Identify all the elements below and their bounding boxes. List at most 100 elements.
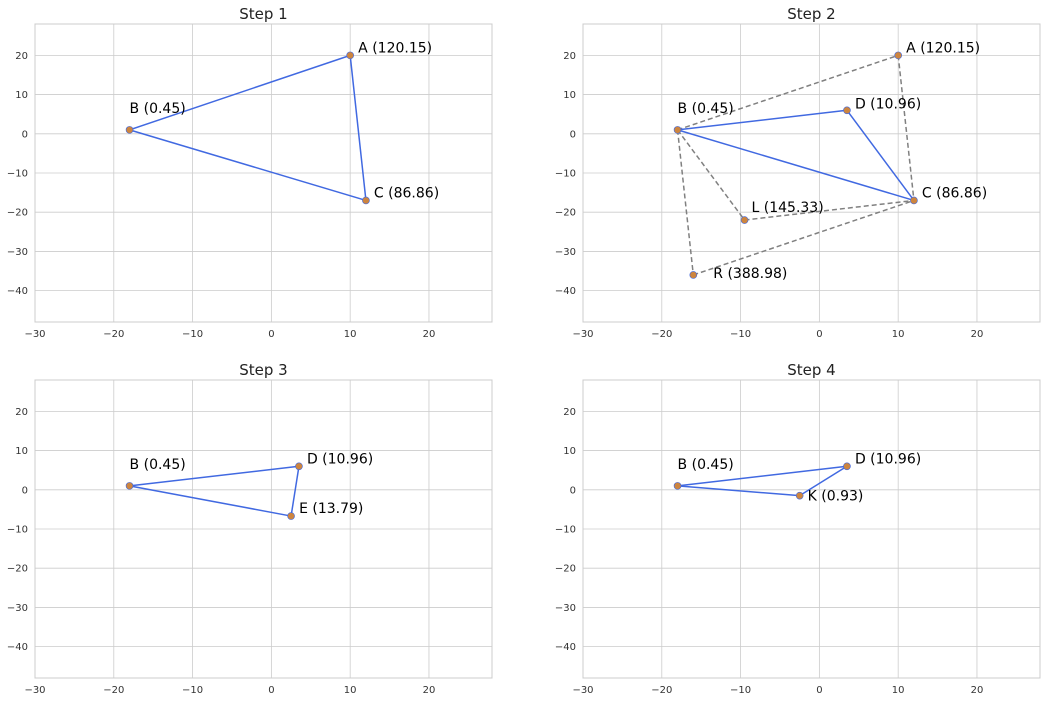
x-tick-label: −30 xyxy=(24,685,45,696)
subplot-title: Step 1 xyxy=(239,5,287,23)
point-E xyxy=(287,512,295,520)
x-tick-label: 10 xyxy=(344,329,357,340)
y-tick-label: −20 xyxy=(555,208,576,219)
point-label-A: A (120.15) xyxy=(906,40,980,56)
solid-edge-DE xyxy=(290,466,300,517)
x-tick-label: −10 xyxy=(182,329,203,340)
solid-edge-BK xyxy=(677,485,800,497)
point-label-R: R (388.98) xyxy=(713,266,787,282)
y-tick-label: 20 xyxy=(15,51,28,62)
solid-edge-BD xyxy=(677,109,848,131)
y-tick-label: 0 xyxy=(570,485,576,496)
x-tick-label: −10 xyxy=(182,685,203,696)
y-tick-label: −20 xyxy=(555,564,576,575)
point-label-A: A (120.15) xyxy=(358,40,432,56)
y-tick-label: −10 xyxy=(7,169,28,180)
dashed-edge-AC xyxy=(897,55,915,201)
dashed-edge-BA xyxy=(677,54,899,131)
x-tick-label: −20 xyxy=(651,329,672,340)
point-B xyxy=(673,482,682,490)
x-tick-label: 10 xyxy=(892,329,905,340)
point-R xyxy=(689,271,698,279)
x-tick-label: 20 xyxy=(423,685,436,696)
solid-edge-DK xyxy=(799,465,848,497)
solid-edge-AB xyxy=(129,54,351,131)
point-label-D: D (10.96) xyxy=(855,451,921,467)
y-tick-label: 10 xyxy=(563,446,576,457)
plot-frame xyxy=(34,379,493,679)
y-tick-label: 0 xyxy=(22,485,28,496)
y-tick-label: 0 xyxy=(570,129,576,140)
x-tick-label: −20 xyxy=(103,329,124,340)
point-K xyxy=(795,491,804,500)
x-tick-label: −10 xyxy=(730,329,751,340)
point-C xyxy=(910,196,918,205)
subplot-title: Step 3 xyxy=(239,361,287,379)
point-D xyxy=(843,462,851,471)
subplot-title: Step 4 xyxy=(787,361,835,379)
x-tick-label: −30 xyxy=(572,685,593,696)
x-tick-label: 0 xyxy=(268,685,274,696)
point-label-B: B (0.45) xyxy=(130,457,186,473)
y-tick-label: −10 xyxy=(555,525,576,536)
plot-frame xyxy=(34,23,493,323)
point-A xyxy=(346,51,354,60)
dashed-edge-BR xyxy=(676,129,695,276)
x-tick-label: 10 xyxy=(892,685,905,696)
solid-edge-BE xyxy=(129,485,292,517)
point-D xyxy=(843,106,851,115)
point-label-D: D (10.96) xyxy=(855,96,921,112)
x-tick-label: −30 xyxy=(24,329,45,340)
y-tick-label: −40 xyxy=(7,286,28,297)
x-tick-label: −30 xyxy=(572,329,593,340)
point-label-C: C (86.86) xyxy=(922,185,987,201)
y-tick-label: −30 xyxy=(7,603,28,614)
y-tick-label: −40 xyxy=(555,642,576,653)
point-L xyxy=(740,216,749,224)
point-label-L: L (145.33) xyxy=(752,200,824,216)
y-tick-label: −30 xyxy=(555,603,576,614)
x-tick-label: 20 xyxy=(423,329,436,340)
x-tick-label: −20 xyxy=(103,685,124,696)
x-tick-label: −20 xyxy=(651,685,672,696)
point-B xyxy=(125,126,134,134)
y-tick-label: 20 xyxy=(15,407,28,418)
point-label-D: D (10.96) xyxy=(307,451,373,467)
y-tick-label: −40 xyxy=(555,286,576,297)
solid-edge-BD xyxy=(677,465,848,487)
dashed-edge-RC xyxy=(693,199,915,276)
plot-frame xyxy=(582,379,1041,679)
y-tick-label: 10 xyxy=(563,90,576,101)
point-D xyxy=(295,462,303,471)
point-label-B: B (0.45) xyxy=(678,457,734,473)
point-A xyxy=(894,51,902,60)
point-B xyxy=(125,482,134,490)
subplot-1: Step 1 −30 −20 −10 0 10 20 −40 −30 −20 −10 0 10 20 A (… xyxy=(7,5,493,340)
point-label-C: C (86.86) xyxy=(374,185,439,201)
dashed-edge-BL xyxy=(676,129,746,221)
subplot-2: Step 2 −30 −20 −10 0 10 20 −40 −30 −20 −10 0 10 20 A (… xyxy=(555,5,1041,340)
point-label-B: B (0.45) xyxy=(678,101,734,117)
x-tick-label: 10 xyxy=(344,685,357,696)
y-tick-label: 20 xyxy=(563,51,576,62)
solid-edge-BD xyxy=(129,465,300,487)
y-tick-label: −20 xyxy=(7,208,28,219)
subplot-title: Step 2 xyxy=(787,5,835,23)
y-tick-label: 10 xyxy=(15,90,28,101)
solid-edge-DC xyxy=(846,109,915,201)
y-tick-label: 20 xyxy=(563,407,576,418)
point-label-K: K (0.93) xyxy=(808,489,864,505)
solid-edge-AC xyxy=(349,55,367,201)
x-tick-label: 20 xyxy=(971,685,984,696)
y-tick-label: −30 xyxy=(555,247,576,258)
x-tick-label: 0 xyxy=(268,329,274,340)
point-label-B: B (0.45) xyxy=(130,101,186,117)
x-tick-label: 0 xyxy=(816,685,822,696)
point-B xyxy=(673,126,682,134)
y-tick-label: −40 xyxy=(7,642,28,653)
plot-frame xyxy=(582,23,1041,323)
y-tick-label: −20 xyxy=(7,564,28,575)
point-C xyxy=(362,196,370,205)
dashed-edge-LC xyxy=(744,199,915,221)
solid-edge-BC xyxy=(129,129,367,202)
